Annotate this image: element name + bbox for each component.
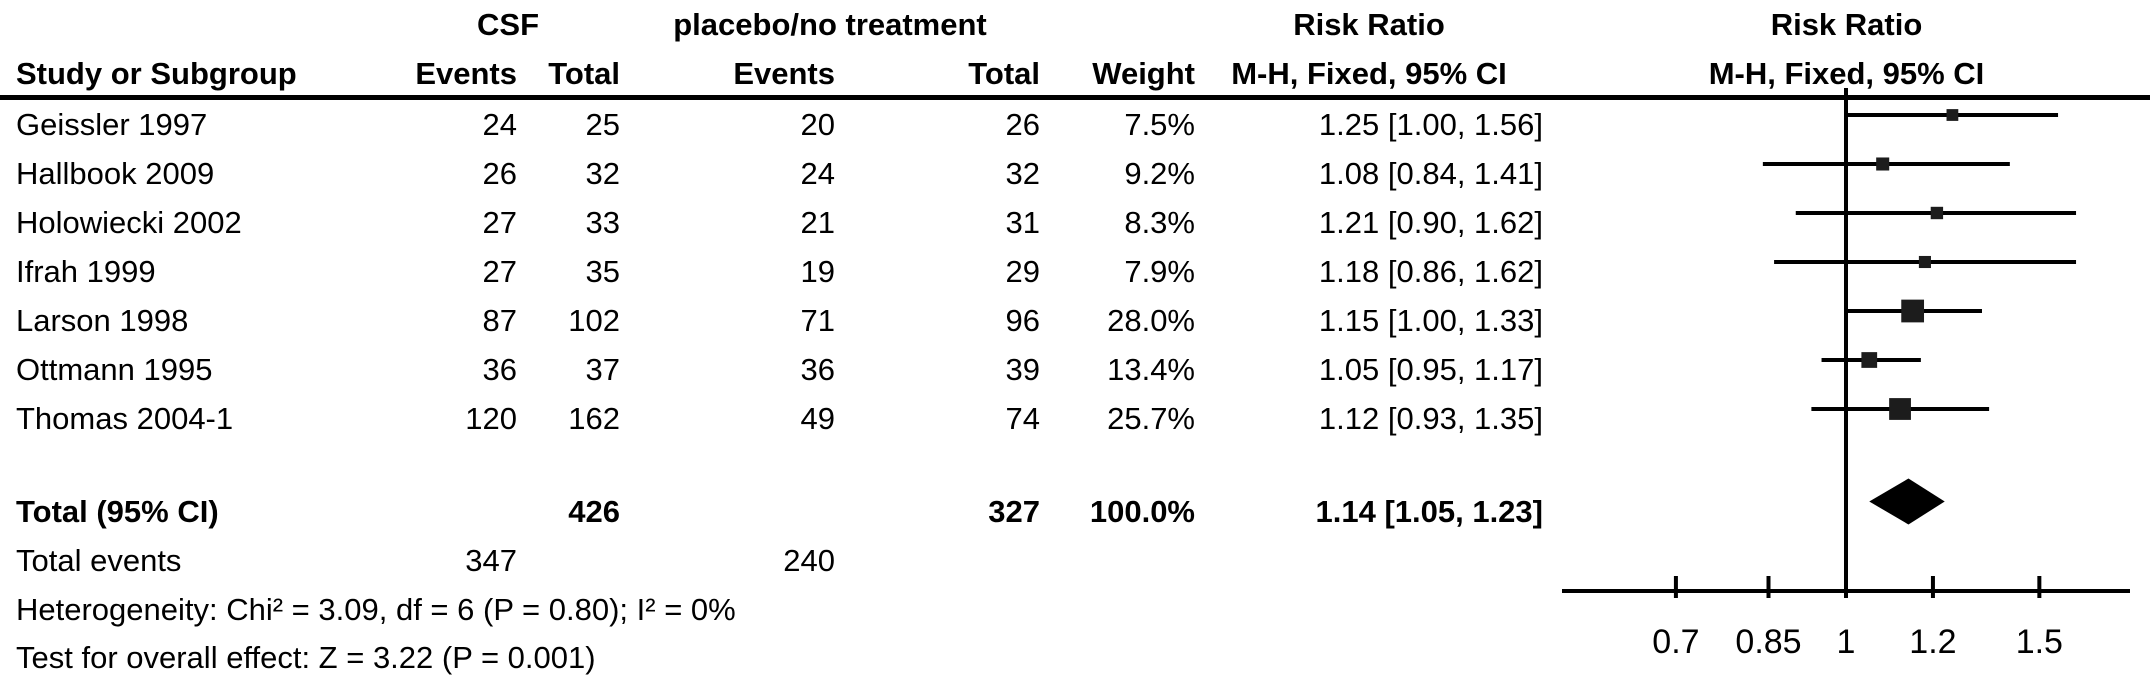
heterogeneity-row: Heterogeneity: Chi² = 3.09, df = 6 (P = … (0, 585, 2150, 633)
placebo-events: 71 (800, 303, 835, 338)
plot-cell (1543, 198, 2150, 247)
study-name: Thomas 2004-1 (16, 401, 234, 436)
total-csf-total: 426 (568, 494, 620, 529)
overall-effect-row: Test for overall effect: Z = 3.22 (P = 0… (0, 633, 2150, 677)
total-label: Total (95% CI) (16, 494, 219, 529)
csf-events: 27 (482, 205, 517, 240)
study-name: Holowiecki 2002 (16, 205, 242, 240)
placebo-total: 32 (1005, 156, 1040, 191)
study-name: Larson 1998 (16, 303, 189, 338)
total-risk-ratio-ci: 1.14 [1.05, 1.23] (1315, 494, 1544, 529)
plot-cell (1543, 345, 2150, 394)
weight: 25.7% (1107, 401, 1195, 436)
placebo-events: 20 (800, 107, 835, 142)
study-row: Holowiecki 2002 27 33 21 31 8.3% 1.21 [0… (0, 198, 2150, 247)
column-header-mh-text: M-H, Fixed, 95% CI (1195, 44, 1543, 100)
total-events-row: Total events 347 240 (0, 536, 2150, 585)
placebo-total: 29 (1005, 254, 1040, 289)
placebo-total: 74 (1005, 401, 1040, 436)
study-name: Geissler 1997 (16, 107, 208, 142)
total-row: Total (95% CI) 426 327 100.0% 1.14 [1.05… (0, 487, 2150, 536)
weight: 28.0% (1107, 303, 1195, 338)
csf-total: 162 (568, 401, 620, 436)
risk-ratio-ci: 1.18 [0.86, 1.62] (1318, 254, 1543, 289)
placebo-total: 96 (1005, 303, 1040, 338)
group-header-csf: CSF (477, 6, 539, 42)
risk-ratio-ci: 1.15 [1.00, 1.33] (1318, 303, 1543, 338)
csf-total: 25 (585, 107, 620, 142)
total-events-csf: 347 (465, 543, 517, 578)
plot-cell (1543, 247, 2150, 296)
weight: 13.4% (1107, 352, 1195, 387)
csf-events: 24 (482, 107, 517, 142)
plot-cell (1543, 296, 2150, 345)
column-header-csf-total: Total (517, 44, 620, 100)
csf-events: 27 (482, 254, 517, 289)
placebo-events: 36 (800, 352, 835, 387)
placebo-total: 31 (1005, 205, 1040, 240)
column-header-placebo-total: Total (835, 44, 1040, 100)
column-header-mh-plot: M-H, Fixed, 95% CI (1543, 44, 2150, 100)
risk-ratio-ci: 1.05 [0.95, 1.17] (1318, 352, 1543, 387)
column-header-row: Study or Subgroup Events Total Events To… (0, 44, 2150, 100)
group-header-row: CSF placebo/no treatment Risk Ratio Risk… (0, 4, 2150, 44)
weight: 7.9% (1124, 254, 1195, 289)
csf-events: 120 (465, 401, 517, 436)
study-name: Hallbook 2009 (16, 156, 215, 191)
total-events-placebo: 240 (783, 543, 835, 578)
column-header-weight: Weight (1040, 44, 1195, 100)
total-weight: 100.0% (1089, 494, 1195, 529)
study-row: Larson 1998 87 102 71 96 28.0% 1.15 [1.0… (0, 296, 2150, 345)
csf-events: 26 (482, 156, 517, 191)
weight: 9.2% (1124, 156, 1195, 191)
blank-row (0, 443, 2150, 487)
study-name: Ottmann 1995 (16, 352, 213, 387)
heterogeneity-text: Heterogeneity: Chi² = 3.09, df = 6 (P = … (16, 591, 736, 627)
risk-ratio-ci: 1.21 [0.90, 1.62] (1318, 205, 1543, 240)
csf-total: 35 (585, 254, 620, 289)
plot-cell (1543, 149, 2150, 198)
study-name: Ifrah 1999 (16, 254, 156, 289)
forest-table: CSF placebo/no treatment Risk Ratio Risk… (0, 4, 2150, 677)
overall-effect-text: Test for overall effect: Z = 3.22 (P = 0… (16, 639, 596, 675)
study-row: Hallbook 2009 26 32 24 32 9.2% 1.08 [0.8… (0, 149, 2150, 198)
study-row: Geissler 1997 24 25 20 26 7.5% 1.25 [1.0… (0, 98, 2150, 150)
risk-ratio-ci: 1.25 [1.00, 1.56] (1318, 107, 1543, 142)
placebo-events: 21 (800, 205, 835, 240)
csf-total: 32 (585, 156, 620, 191)
placebo-total: 26 (1005, 107, 1040, 142)
group-header-risk-ratio-plot: Risk Ratio (1770, 6, 1923, 42)
total-csf-events (396, 487, 517, 536)
csf-events: 87 (482, 303, 517, 338)
risk-ratio-ci: 1.08 [0.84, 1.41] (1318, 156, 1543, 191)
csf-total: 102 (568, 303, 620, 338)
weight: 7.5% (1124, 107, 1195, 142)
plot-cell (1543, 98, 2150, 150)
study-row: Ifrah 1999 27 35 19 29 7.9% 1.18 [0.86, … (0, 247, 2150, 296)
column-header-placebo-events: Events (620, 44, 835, 100)
weight: 8.3% (1124, 205, 1195, 240)
placebo-events: 19 (800, 254, 835, 289)
total-events-label: Total events (16, 543, 182, 578)
plot-cell (1543, 394, 2150, 443)
total-placebo-events (620, 487, 835, 536)
group-header-risk-ratio-text: Risk Ratio (1293, 6, 1445, 42)
risk-ratio-ci: 1.12 [0.93, 1.35] (1318, 401, 1543, 436)
study-row: Ottmann 1995 36 37 36 39 13.4% 1.05 [0.9… (0, 345, 2150, 394)
placebo-events: 24 (800, 156, 835, 191)
study-row: Thomas 2004-1 120 162 49 74 25.7% 1.12 [… (0, 394, 2150, 443)
column-header-csf-events: Events (396, 44, 517, 100)
group-header-placebo: placebo/no treatment (673, 6, 987, 42)
placebo-events: 49 (800, 401, 835, 436)
group-header-spacer2 (1040, 4, 1195, 44)
group-header-spacer (0, 4, 396, 44)
column-header-study: Study or Subgroup (0, 44, 396, 100)
total-placebo-total: 327 (988, 494, 1040, 529)
csf-events: 36 (482, 352, 517, 387)
placebo-total: 39 (1005, 352, 1040, 387)
csf-total: 37 (585, 352, 620, 387)
csf-total: 33 (585, 205, 620, 240)
